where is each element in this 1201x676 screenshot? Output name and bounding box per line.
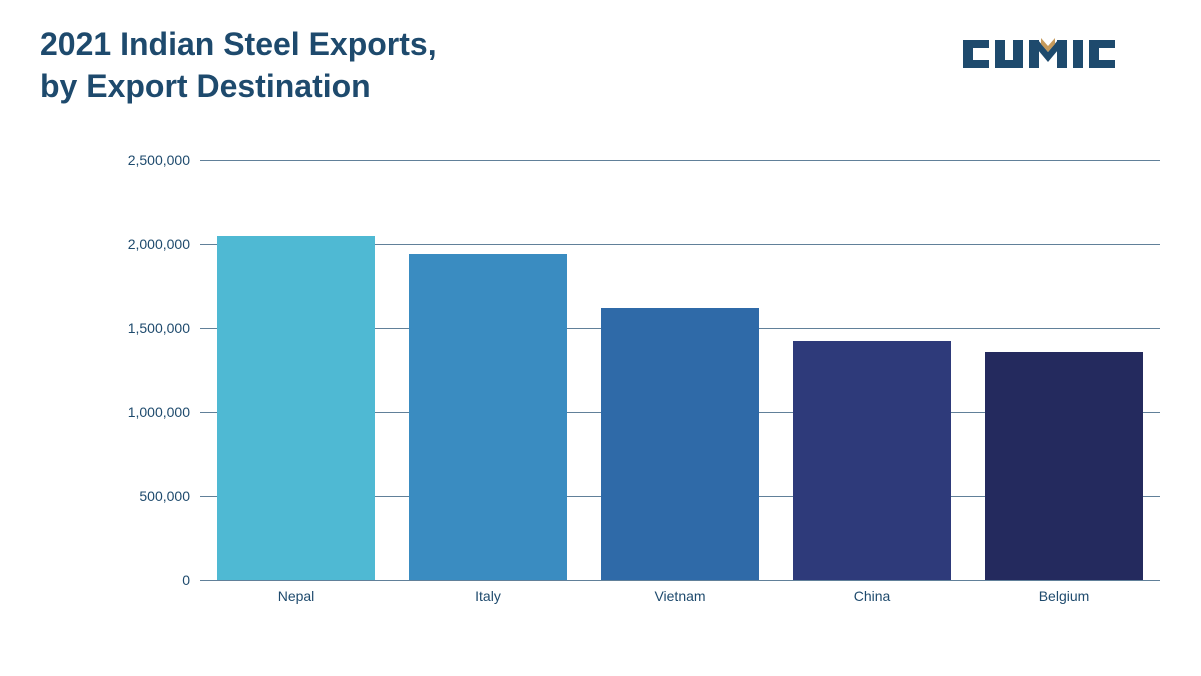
header: 2021 Indian Steel Exports, by Export Des… — [0, 0, 1201, 107]
title-line-2: by Export Destination — [40, 68, 371, 104]
x-tick-label: Belgium — [1039, 588, 1090, 604]
plot-region: 0500,0001,000,0001,500,0002,000,0002,500… — [200, 160, 1160, 580]
y-tick-label: 1,000,000 — [100, 404, 190, 420]
x-tick-label: China — [854, 588, 891, 604]
x-tick-label: Nepal — [278, 588, 315, 604]
cumic-logo — [961, 30, 1161, 79]
y-tick-label: 2,000,000 — [100, 236, 190, 252]
y-tick-label: 0 — [100, 572, 190, 588]
x-tick-label: Italy — [475, 588, 501, 604]
bar — [793, 341, 950, 580]
bar — [601, 308, 758, 580]
y-tick-label: 500,000 — [100, 488, 190, 504]
bar — [409, 254, 566, 580]
bar — [985, 352, 1142, 580]
chart-title: 2021 Indian Steel Exports, by Export Des… — [40, 24, 437, 107]
chart-area: 0500,0001,000,0001,500,0002,000,0002,500… — [100, 160, 1160, 620]
x-tick-label: Vietnam — [654, 588, 705, 604]
gridline — [200, 160, 1160, 161]
bar — [217, 236, 374, 580]
title-line-1: 2021 Indian Steel Exports, — [40, 26, 437, 62]
y-tick-label: 2,500,000 — [100, 152, 190, 168]
gridline — [200, 580, 1160, 581]
y-tick-label: 1,500,000 — [100, 320, 190, 336]
